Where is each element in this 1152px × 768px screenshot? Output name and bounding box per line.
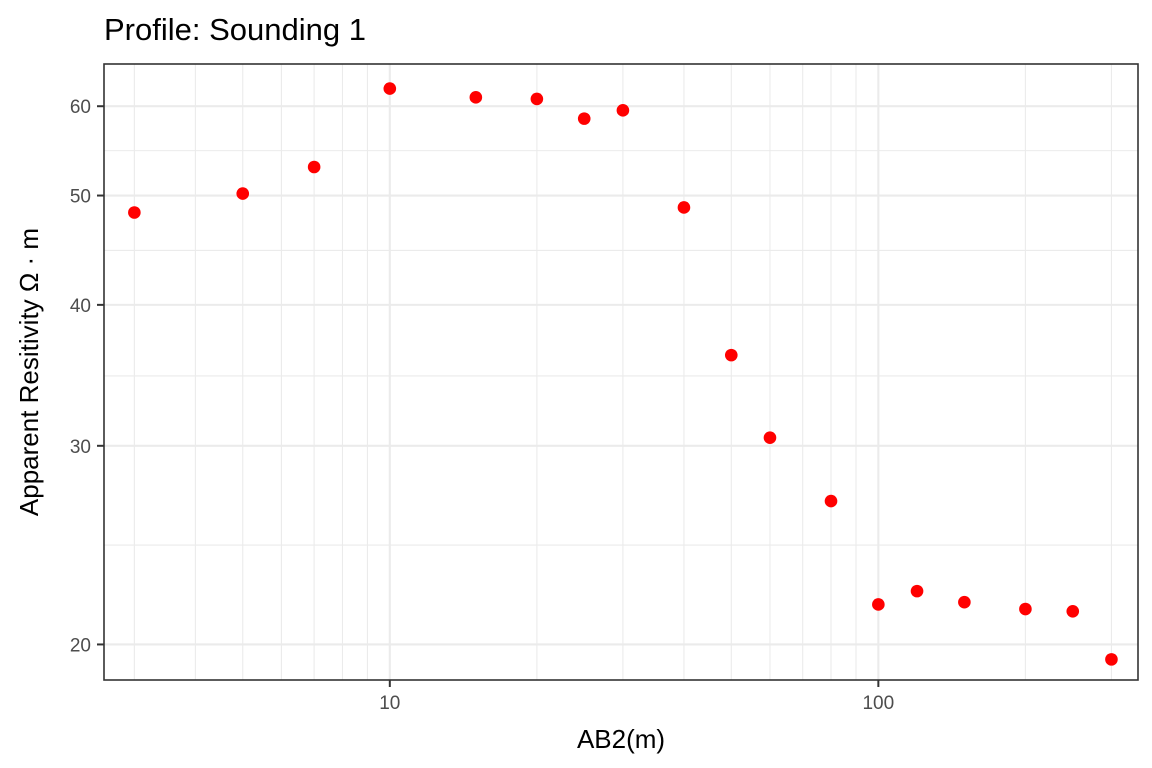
y-tick-label: 40: [70, 296, 91, 317]
data-point: [1019, 602, 1032, 616]
data-point: [383, 82, 397, 95]
data-point: [530, 92, 544, 106]
y-axis: 20 30 40 50 60: [70, 97, 104, 656]
x-tick-label: 10: [379, 693, 400, 714]
grid-lines: [104, 64, 1138, 680]
y-axis-title: Apparent Resitivity Ω · m: [14, 228, 44, 516]
x-axis-title: AB2(m): [577, 724, 665, 754]
data-point: [469, 91, 483, 104]
y-tick-label: 50: [70, 187, 91, 208]
data-points: [128, 82, 1118, 666]
data-point: [910, 584, 924, 598]
x-axis: 10 100: [379, 680, 894, 714]
data-point: [616, 104, 630, 117]
data-point: [824, 494, 838, 508]
data-point: [1105, 653, 1118, 666]
data-point: [958, 595, 971, 609]
y-tick-label: 60: [70, 97, 91, 118]
x-tick-label: 100: [862, 693, 894, 714]
data-point: [128, 206, 141, 219]
data-point: [577, 112, 591, 125]
data-point: [1066, 604, 1080, 618]
y-tick-label: 30: [70, 437, 91, 458]
data-point: [307, 160, 321, 174]
data-point: [236, 187, 250, 200]
panel-border: [103, 63, 1139, 681]
plot-panel: [104, 64, 1138, 680]
data-point: [763, 431, 777, 445]
data-point: [724, 348, 738, 362]
data-point: [677, 201, 691, 214]
data-point: [872, 598, 885, 611]
y-tick-label: 20: [70, 635, 91, 656]
chart-title: Profile: Sounding 1: [104, 12, 366, 47]
